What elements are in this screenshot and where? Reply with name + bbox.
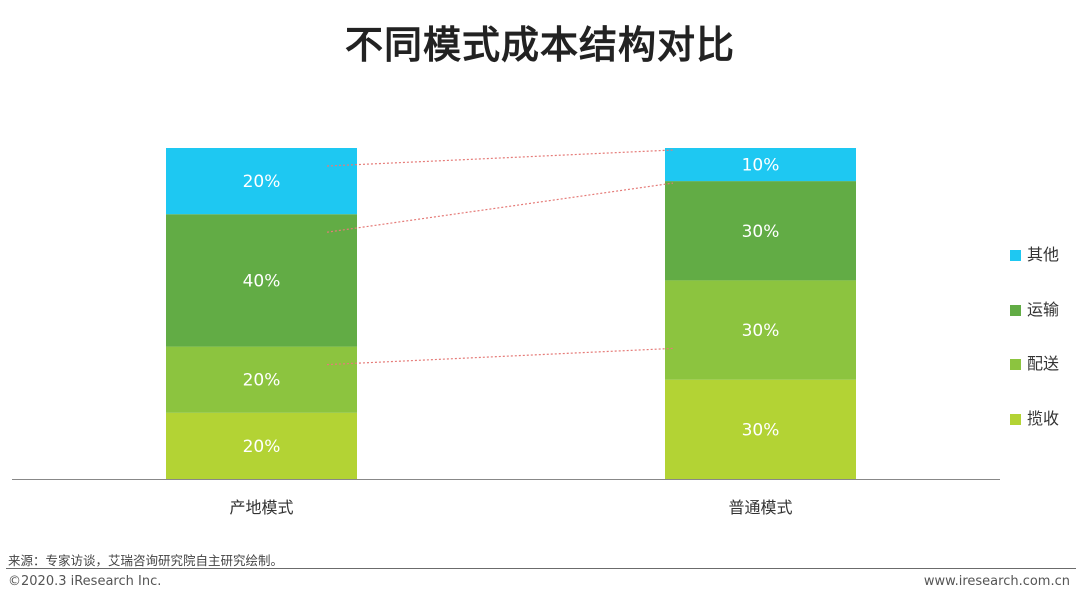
bar-segment-2-1 bbox=[665, 181, 856, 281]
source-note: 来源：专家访谈，艾瑞咨询研究院自主研究绘制。 bbox=[8, 553, 284, 568]
bar-segment-1-0 bbox=[166, 346, 357, 413]
legend-swatch bbox=[1010, 304, 1021, 316]
legend-item-3: 揽收 bbox=[1010, 410, 1059, 465]
bar-segment-3-0 bbox=[166, 148, 357, 215]
connector-line-1 bbox=[326, 182, 674, 233]
data-label-1-0: 20% bbox=[243, 371, 281, 391]
category-label-1: 普通模式 bbox=[728, 498, 792, 517]
footer-divider bbox=[6, 568, 1076, 569]
data-label-2-1: 30% bbox=[742, 222, 780, 242]
legend-label: 运输 bbox=[1027, 299, 1060, 319]
data-label-0-0: 20% bbox=[243, 437, 281, 457]
data-label-3-1: 10% bbox=[742, 156, 780, 176]
legend-item-1: 运输 bbox=[1010, 299, 1060, 356]
connector-line-0 bbox=[326, 149, 674, 167]
data-label-2-0: 40% bbox=[243, 271, 281, 291]
bar-segment-1-1 bbox=[665, 280, 856, 380]
data-label-1-1: 30% bbox=[742, 321, 780, 341]
bar-segment-3-1 bbox=[665, 148, 856, 182]
copyright-text: ©2020.3 iResearch Inc. bbox=[8, 574, 162, 589]
legend-swatch bbox=[1010, 250, 1021, 261]
bar-segment-0-0 bbox=[166, 412, 357, 479]
legend-label: 揽收 bbox=[1027, 409, 1060, 429]
bar-segment-0-1 bbox=[665, 379, 856, 479]
legend-label: 配送 bbox=[1027, 354, 1060, 374]
chart-title: 不同模式成本结构对比 bbox=[344, 23, 735, 67]
data-label-0-1: 30% bbox=[742, 420, 780, 440]
category-label-0: 产地模式 bbox=[229, 498, 293, 517]
chart-legend: 其他 运输 配送 揽收 bbox=[1010, 246, 1059, 465]
bar-segment-2-0 bbox=[166, 214, 357, 347]
legend-swatch bbox=[1010, 414, 1021, 426]
legend-item-0: 其他 bbox=[1010, 246, 1059, 301]
connector-line-2 bbox=[326, 347, 674, 366]
legend-swatch bbox=[1010, 359, 1021, 371]
data-label-3-0: 20% bbox=[243, 172, 281, 192]
legend-label: 其他 bbox=[1027, 245, 1060, 264]
legend-item-2: 配送 bbox=[1010, 355, 1059, 410]
website-text: www.iresearch.com.cn bbox=[923, 574, 1070, 589]
